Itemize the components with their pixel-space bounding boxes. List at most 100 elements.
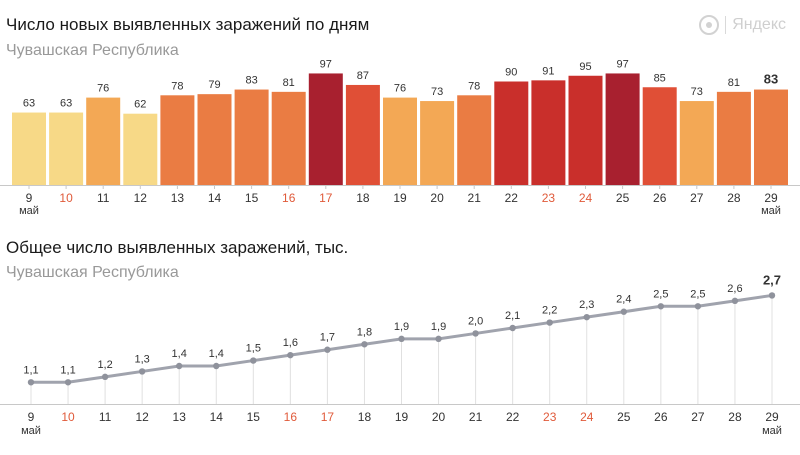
yandex-brand[interactable]: Яндекс [699,14,786,36]
x-tick-label: 23 [542,191,556,205]
bar-value-label: 81 [283,77,295,89]
x-tick-label: 27 [691,410,705,424]
point-value-label: 2,1 [505,310,520,322]
line-chart-title: Общее число выявленных заражений, тыс. [6,238,349,257]
x-tick-label: 22 [506,410,520,424]
month-label: май [761,205,781,217]
x-tick-label: 14 [208,191,222,205]
bar-value-label: 97 [320,58,332,70]
bar [234,89,269,185]
x-tick-label: 26 [654,410,668,424]
x-tick-label: 18 [356,191,370,205]
point-value-label: 2,5 [690,288,705,300]
bar [49,112,84,185]
data-point [250,357,257,364]
x-tick-label: 11 [97,191,110,205]
x-tick-label: 24 [579,191,593,205]
data-point [583,313,590,321]
bar-chart-subtitle: Чувашская Республика [6,42,179,59]
month-label: май [19,205,39,217]
brand-divider [725,16,727,34]
yandex-logo-icon [699,15,720,35]
point-value-label: 1,1 [60,364,75,376]
data-point [101,373,109,381]
bar-value-label: 95 [579,61,591,73]
x-tick-label: 14 [210,410,224,424]
bar [308,73,343,185]
bar [123,113,158,185]
x-tick-label: 11 [99,410,112,424]
bar-value-label: 73 [691,86,703,98]
point-value-label: 2,0 [468,315,483,327]
data-point [138,368,146,375]
x-tick-label: 22 [505,191,519,205]
x-tick-label: 10 [61,410,75,424]
bar-value-label: 90 [505,67,517,79]
bar [457,95,492,185]
bar [716,91,751,185]
x-tick-label: 13 [173,410,187,424]
x-tick-label: 15 [245,191,259,205]
bar-value-label: 63 [60,98,72,110]
data-point [435,335,442,343]
point-value-label: 1,5 [246,343,261,355]
data-point [509,324,516,332]
bar-value-label: 97 [616,58,628,70]
point-value-label: 1,3 [135,353,150,365]
x-tick-label: 21 [469,410,483,424]
data-point [213,362,220,370]
bar-value-label: 73 [431,86,443,98]
x-tick-label: 25 [617,410,631,424]
data-point [546,319,553,326]
point-value-label: 2,2 [542,305,557,317]
line-chart-subtitle: Чувашская Республика [6,264,179,281]
point-value-label: 1,7 [320,332,335,344]
bar-value-label: 83 [245,75,257,87]
bar [568,75,603,185]
bar-value-label: 87 [357,70,369,82]
x-tick-label: 10 [59,191,73,205]
data-point [361,341,368,348]
data-point [398,335,405,343]
data-point [324,346,331,353]
bar-value-label: 63 [23,98,35,110]
bar-value-label: 78 [171,80,183,92]
point-value-label: 2,7 [763,272,781,287]
month-label: май [21,425,41,437]
bar-chart-title: Число новых выявленных заражений по дням [6,15,370,34]
x-tick-label: 20 [432,410,446,424]
bar [642,87,677,185]
point-value-label: 2,5 [653,288,668,300]
data-point [64,379,72,386]
data-point [620,308,627,315]
x-tick-label: 16 [284,410,298,424]
bar-value-label: 76 [394,83,406,95]
x-tick-label: 16 [282,191,296,205]
x-tick-label: 21 [468,191,482,205]
bar-value-label: 76 [97,83,109,95]
bar [197,94,232,185]
x-tick-label: 28 [728,410,742,424]
point-value-label: 1,4 [209,348,224,360]
point-value-label: 1,9 [431,321,446,333]
x-tick-label: 27 [690,191,704,205]
bar [383,97,417,185]
x-tick-label: 23 [543,410,557,424]
data-point [768,292,776,299]
bar-value-label: 78 [468,80,480,92]
x-tick-label: 17 [321,410,335,424]
x-tick-label: 9 [26,191,33,205]
bar [160,95,195,185]
bar [679,101,714,185]
x-tick-label: 19 [393,191,407,205]
x-tick-label: 29 [765,410,779,424]
point-value-label: 1,4 [172,348,187,360]
x-tick-label: 13 [171,191,185,205]
point-value-label: 2,3 [579,299,594,311]
bar-value-label: 79 [208,79,220,91]
bar [605,73,640,185]
x-tick-label: 18 [358,410,372,424]
x-tick-label: 15 [247,410,261,424]
x-tick-label: 19 [395,410,409,424]
